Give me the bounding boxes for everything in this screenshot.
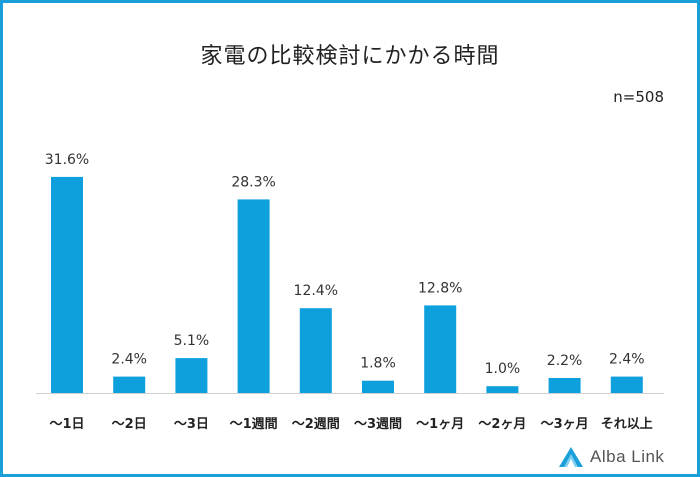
x-tick-label: ～3ヶ月 [541, 417, 589, 432]
bar [548, 378, 581, 393]
data-label: 1.0% [485, 361, 521, 377]
x-tick-label: ～1ヶ月 [416, 417, 464, 432]
bar [113, 376, 146, 393]
x-tick-label: ～2日 [112, 417, 147, 432]
bar [175, 358, 208, 393]
logo-text: Alba Link [590, 447, 665, 466]
data-label: 12.8% [418, 280, 462, 296]
x-tick-label: ～1週間 [230, 417, 278, 432]
chart-title: 家電の比較検討にかかる時間 [200, 44, 500, 69]
data-label: 28.3% [231, 174, 275, 190]
x-tick-label: ～2週間 [292, 417, 340, 432]
x-tick-label: ～3日 [174, 417, 209, 432]
data-label: 31.6% [45, 152, 89, 168]
data-label: 1.8% [360, 356, 396, 372]
data-label: 5.1% [174, 333, 210, 349]
data-label: 2.4% [111, 352, 147, 368]
data-label: 2.2% [547, 353, 583, 369]
data-label: 2.4% [609, 352, 645, 368]
bar [362, 380, 394, 393]
sample-size-label: n=508 [613, 88, 664, 106]
x-tick-label: ～3週間 [354, 417, 402, 432]
bar [237, 199, 270, 393]
bar [299, 308, 332, 393]
bar [486, 386, 519, 393]
x-tick-label: ～1日 [49, 417, 84, 432]
x-tick-label: ～2ヶ月 [478, 417, 526, 432]
bar [610, 376, 643, 393]
alba-link-triangle-icon [559, 447, 583, 467]
x-tick-label: それ以上 [601, 417, 653, 432]
bar [424, 305, 457, 393]
bar [51, 176, 83, 393]
data-label: 12.4% [294, 283, 338, 299]
alba-link-logo: Alba Link [558, 446, 664, 468]
